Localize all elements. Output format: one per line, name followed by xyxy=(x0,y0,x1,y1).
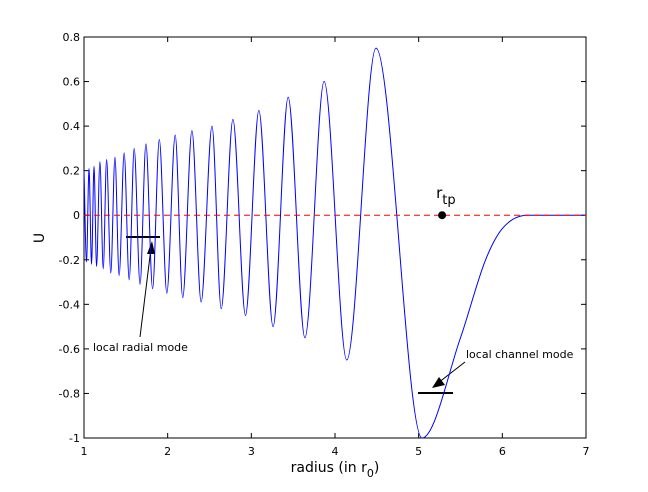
y-tick-label: 0.8 xyxy=(63,31,81,44)
x-axis-label: radius (in r0) xyxy=(291,460,380,480)
x-tick-label: 3 xyxy=(248,445,255,458)
x-label-end: ) xyxy=(374,460,379,476)
annotation: local radial mode xyxy=(93,341,188,354)
arrow-line xyxy=(437,361,466,384)
x-label-main: radius (in r xyxy=(291,460,367,476)
annotation: local channel mode xyxy=(466,348,574,361)
y-tick-label: -1 xyxy=(69,432,80,445)
data-line xyxy=(83,47,586,439)
y-tick-label: 0.2 xyxy=(63,165,81,178)
y-tick-label: -0.4 xyxy=(59,298,80,311)
x-tick-label: 2 xyxy=(164,445,171,458)
turning-point xyxy=(438,211,447,220)
x-tick-label: 6 xyxy=(499,445,506,458)
point-label-main: r xyxy=(436,184,443,202)
y-axis-label: U xyxy=(32,233,48,243)
y-tick-label: -0.8 xyxy=(59,387,80,400)
arrow-line xyxy=(139,247,152,338)
y-tick-label: -0.2 xyxy=(59,254,80,267)
y-tick-label: 0.6 xyxy=(63,76,81,89)
x-tick-label: 7 xyxy=(583,445,590,458)
arrow-head xyxy=(147,241,155,254)
point-label-sub: tp xyxy=(442,193,455,208)
x-tick-label: 1 xyxy=(81,445,88,458)
y-tick-label: 0.4 xyxy=(63,120,81,133)
y-tick-label: 0 xyxy=(73,209,80,222)
x-label-sub: 0 xyxy=(367,467,374,480)
point-label: rtp xyxy=(436,184,456,208)
x-tick-label: 4 xyxy=(332,445,339,458)
arrow-head xyxy=(432,377,445,388)
x-tick-label: 5 xyxy=(415,445,422,458)
y-tick-label: -0.6 xyxy=(59,343,80,356)
